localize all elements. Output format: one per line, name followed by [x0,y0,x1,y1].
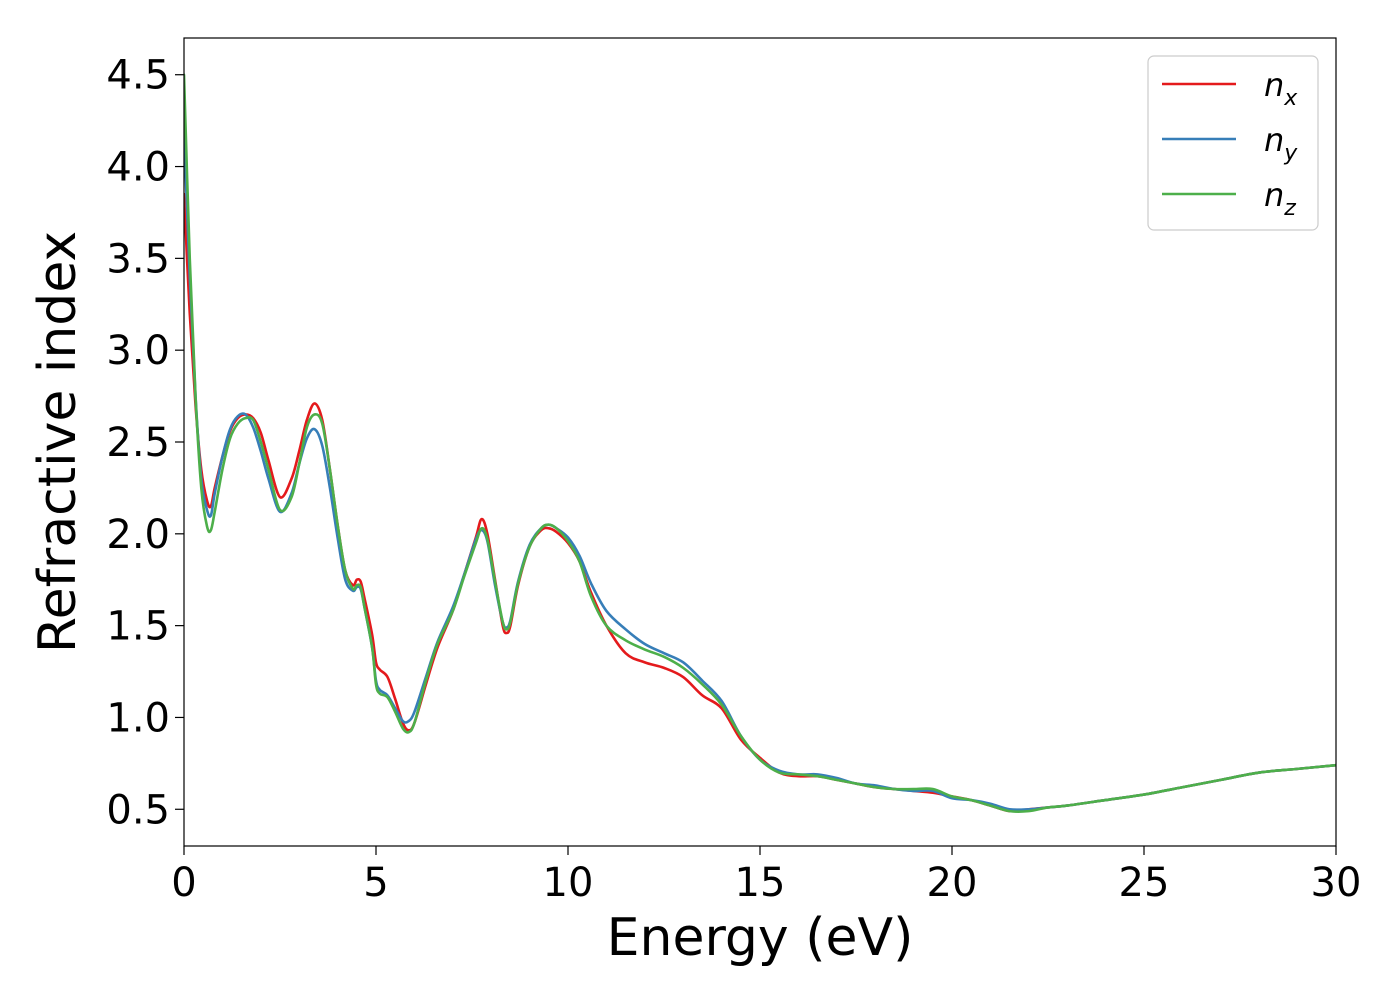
x-tick-label: 5 [363,860,388,906]
y-tick-label: 3.0 [106,328,170,374]
y-tick-label: 1.0 [106,695,170,741]
legend-label-main: n [1264,121,1284,159]
legend-label-y: ny [1264,121,1298,166]
y-axis: 0.5 1.0 1.5 2.0 2.5 3.0 3.5 4.0 4.5 [106,53,184,833]
x-tick-label: 10 [543,860,594,906]
y-tick-label: 2.5 [106,420,170,466]
y-tick-label: 3.5 [106,236,170,282]
legend-label-x: nx [1264,66,1298,111]
x-tick-label: 20 [927,860,978,906]
legend-box [1147,55,1319,231]
y-tick-label: 4.0 [106,145,170,191]
y-tick-label: 4.5 [106,53,170,99]
x-tick-label: 25 [1119,860,1170,906]
legend-label-main: n [1264,176,1284,214]
legend-label-z: nz [1264,176,1296,221]
series-line-z [184,73,1336,813]
y-tick-label: 1.5 [106,604,170,650]
x-tick-label: 15 [735,860,786,906]
y-tick-label: 2.0 [106,512,170,558]
x-tick-label: 0 [171,860,196,906]
x-axis-title: Energy (eV) [607,908,914,968]
y-tick-label: 0.5 [106,787,170,833]
x-axis: 0 5 10 15 20 25 30 [171,846,1361,906]
legend-label-subscript: x [1283,86,1298,111]
series-layer [184,73,1336,813]
legend-label-subscript: z [1283,196,1296,221]
legend-label-subscript: y [1283,141,1298,166]
legend-label-main: n [1264,66,1284,104]
y-axis-title: Refractive index [28,231,88,653]
x-tick-label: 30 [1311,860,1362,906]
